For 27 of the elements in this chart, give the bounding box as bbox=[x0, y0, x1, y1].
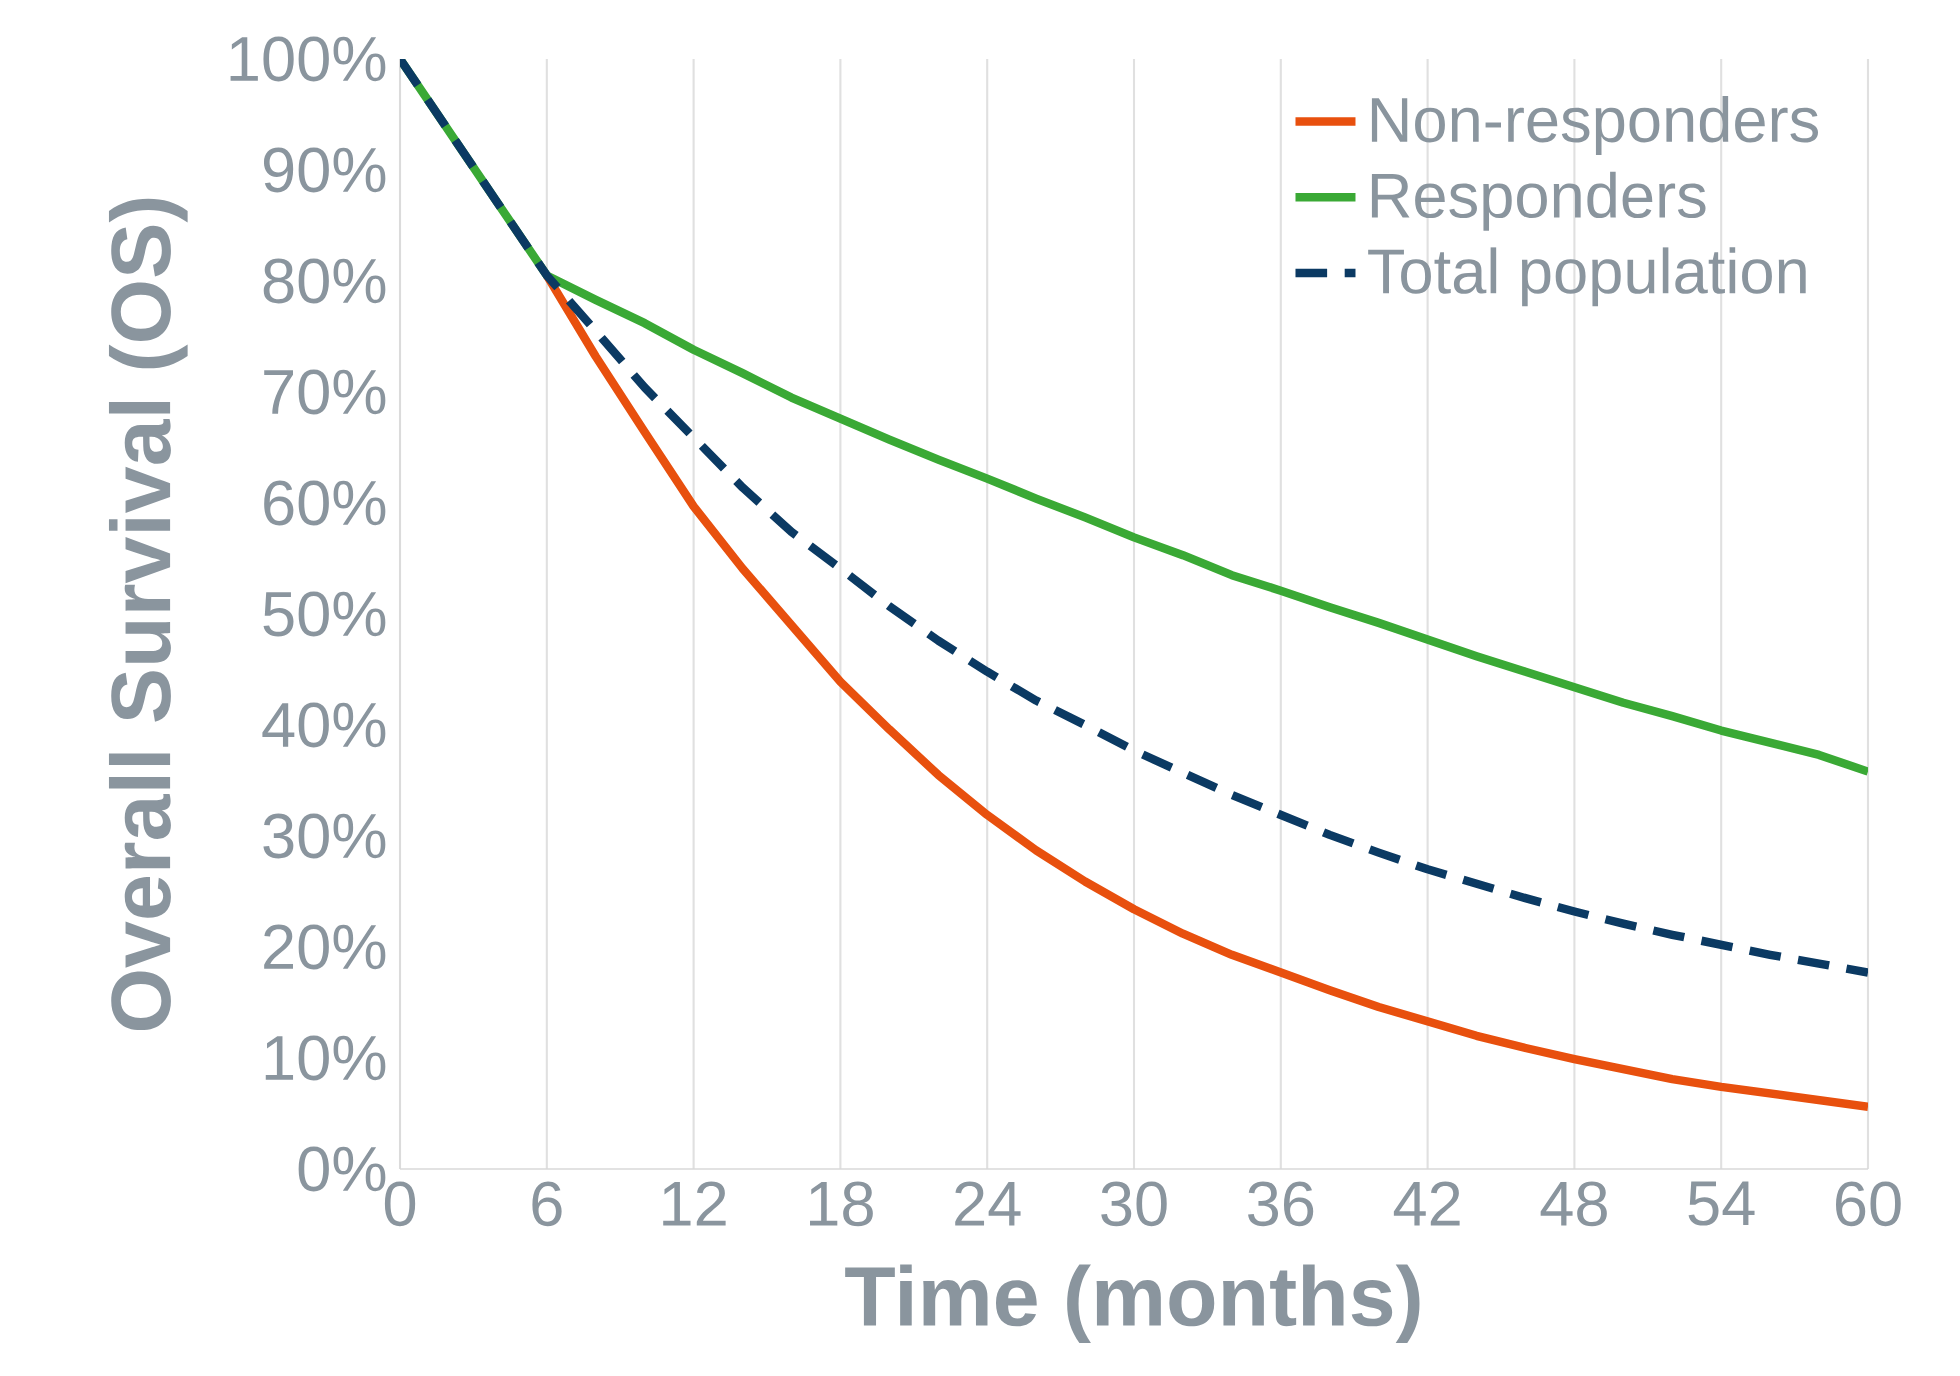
x-tick-label: 6 bbox=[532, 1181, 562, 1227]
x-tick-label: 42 bbox=[1393, 1181, 1460, 1226]
x-tick-label: 0 bbox=[384, 1181, 416, 1227]
y-axis-title: Overall Survival (OS) bbox=[108, 198, 188, 1031]
x-tick-label: 48 bbox=[1540, 1181, 1607, 1227]
x-axis-title: Time (months) bbox=[845, 1264, 1420, 1344]
y-tick-label: 70% bbox=[264, 369, 386, 415]
x-tick-label: 12 bbox=[663, 1181, 726, 1226]
y-tick-label: 20% bbox=[264, 924, 386, 970]
legend-label: Responders bbox=[1371, 171, 1706, 231]
legend-label: Total population bbox=[1368, 247, 1806, 307]
y-tick-label: 80% bbox=[263, 258, 386, 304]
x-tick-label: 36 bbox=[1248, 1181, 1314, 1227]
y-tick-label: 100% bbox=[230, 36, 386, 82]
y-tick-label: 10% bbox=[265, 1035, 386, 1081]
legend-label: Non-responders bbox=[1371, 95, 1819, 155]
y-tick-label: 40% bbox=[262, 702, 386, 748]
y-tick-label: 60% bbox=[264, 480, 386, 526]
y-tick-label: 50% bbox=[263, 591, 386, 637]
x-tick-label: 18 bbox=[810, 1181, 873, 1227]
y-tick-label: 30% bbox=[263, 813, 386, 859]
y-tick-label: 0% bbox=[298, 1146, 386, 1192]
x-tick-label: 54 bbox=[1688, 1181, 1755, 1226]
y-tick-label: 90% bbox=[263, 147, 386, 193]
x-tick-label: 30 bbox=[1101, 1181, 1167, 1227]
x-tick-label: 60 bbox=[1836, 1181, 1901, 1227]
x-tick-label: 24 bbox=[955, 1181, 1021, 1226]
